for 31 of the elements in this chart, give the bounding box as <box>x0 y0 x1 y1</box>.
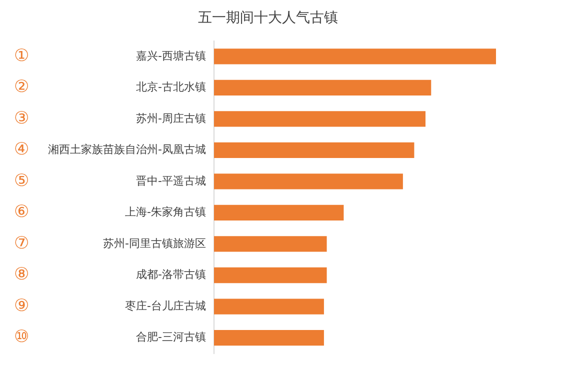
text: ① <box>14 46 30 66</box>
text: ② <box>14 77 30 98</box>
text: ④ <box>14 140 30 160</box>
y-tick-label: 合肥-三河古镇 <box>136 330 206 344</box>
bar <box>214 48 496 64</box>
text: ⑦ <box>14 233 30 254</box>
text: ⑨ <box>14 296 30 316</box>
bar <box>214 174 403 190</box>
y-tick-label: 湘西土家族苗族自治州-凤凰古城 <box>48 143 206 156</box>
y-tick-label: 嘉兴-西塘古镇 <box>136 49 206 62</box>
bar <box>214 267 327 284</box>
text: ⑧ <box>14 264 30 285</box>
y-tick-label: 成都-洛带古镇 <box>136 268 206 282</box>
bar <box>214 330 324 346</box>
y-tick-label: 上海-朱家角古镇 <box>124 206 206 219</box>
text: ⑤ <box>14 170 30 191</box>
bar <box>214 204 344 221</box>
bar <box>214 298 324 314</box>
bar <box>214 142 414 158</box>
y-tick-label: 苏州-周庄古镇 <box>136 112 206 125</box>
bar <box>214 111 426 127</box>
y-tick-label: 苏州-同里古镇旅游区 <box>102 236 206 250</box>
y-tick-label: 北京-古北水镇 <box>136 80 206 94</box>
text: ③ <box>14 108 30 128</box>
text: ⑩ <box>14 327 30 348</box>
bar <box>214 80 432 96</box>
bar <box>214 236 327 252</box>
y-tick-label: 枣庄-台儿庄古城 <box>124 299 206 312</box>
text: ⑥ <box>14 202 30 222</box>
y-tick-label: 晋中-平遥古城 <box>136 174 206 188</box>
chart-title: 五一期间十大人气古镇 <box>198 10 338 26</box>
